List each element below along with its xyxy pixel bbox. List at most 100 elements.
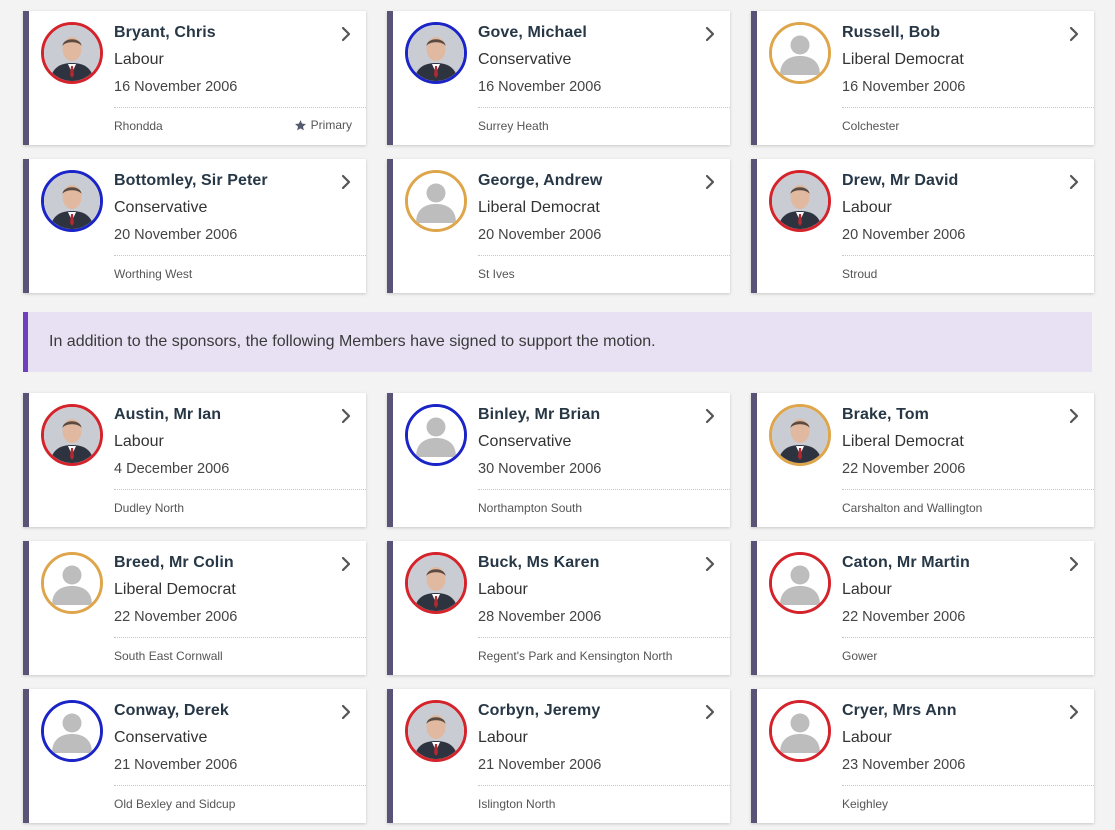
member-card[interactable]: Caton, Mr Martin Labour 22 November 2006 Go… bbox=[751, 541, 1094, 675]
chevron-right-icon bbox=[1069, 26, 1079, 42]
member-avatar bbox=[41, 22, 103, 84]
member-name: Russell, Bob bbox=[842, 24, 941, 41]
member-name: Breed, Mr Colin bbox=[114, 554, 234, 571]
member-card[interactable]: Gove, Michael Conservative 16 November 200… bbox=[387, 11, 730, 145]
member-constituency: Rhondda bbox=[114, 119, 163, 133]
member-party: Labour bbox=[114, 433, 164, 450]
card-divider bbox=[478, 785, 730, 786]
person-placeholder-icon bbox=[44, 555, 100, 611]
card-divider bbox=[114, 255, 366, 256]
member-party: Conservative bbox=[114, 729, 208, 746]
member-photo bbox=[44, 173, 100, 229]
signed-date: 22 November 2006 bbox=[842, 609, 966, 625]
member-name: Austin, Mr Ian bbox=[114, 406, 222, 423]
member-avatar bbox=[769, 552, 831, 614]
member-card[interactable]: Binley, Mr Brian Conservative 30 November … bbox=[387, 393, 730, 527]
member-card[interactable]: Drew, Mr David Labour 20 November 2006 Stro… bbox=[751, 159, 1094, 293]
banner-text: In addition to the sponsors, the followi… bbox=[49, 333, 656, 350]
member-party: Liberal Democrat bbox=[478, 199, 600, 216]
member-card[interactable]: Cryer, Mrs Ann Labour 23 November 2006 Keig… bbox=[751, 689, 1094, 823]
card-divider bbox=[478, 637, 730, 638]
chevron-right-icon bbox=[341, 556, 351, 572]
chevron-right-icon bbox=[341, 408, 351, 424]
primary-sponsor-badge: Primary bbox=[294, 118, 352, 132]
member-party: Labour bbox=[842, 581, 892, 598]
member-photo bbox=[408, 703, 464, 759]
member-constituency: Surrey Heath bbox=[478, 119, 549, 133]
member-photo bbox=[44, 25, 100, 81]
member-name: Bryant, Chris bbox=[114, 24, 216, 41]
member-avatar bbox=[405, 700, 467, 762]
member-avatar bbox=[769, 404, 831, 466]
member-name: Corbyn, Jeremy bbox=[478, 702, 601, 719]
member-card[interactable]: Austin, Mr Ian Labour 4 December 2006 Dudle… bbox=[23, 393, 366, 527]
member-avatar bbox=[41, 170, 103, 232]
chevron-right-icon bbox=[705, 704, 715, 720]
member-party: Conservative bbox=[478, 433, 572, 450]
signed-date: 23 November 2006 bbox=[842, 757, 966, 773]
member-avatar bbox=[41, 700, 103, 762]
member-avatar bbox=[769, 170, 831, 232]
member-constituency: Colchester bbox=[842, 119, 900, 133]
member-party: Labour bbox=[842, 199, 892, 216]
chevron-right-icon bbox=[341, 26, 351, 42]
member-name: Drew, Mr David bbox=[842, 172, 959, 189]
member-avatar bbox=[769, 700, 831, 762]
member-card[interactable]: Conway, Derek Conservative 21 November 200… bbox=[23, 689, 366, 823]
card-divider bbox=[114, 785, 366, 786]
member-party: Labour bbox=[114, 51, 164, 68]
chevron-right-icon bbox=[1069, 704, 1079, 720]
member-avatar bbox=[405, 170, 467, 232]
signed-date: 22 November 2006 bbox=[842, 461, 966, 477]
card-divider bbox=[114, 107, 366, 108]
member-card[interactable]: Breed, Mr Colin Liberal Democrat 22 Novemb… bbox=[23, 541, 366, 675]
signed-date: 20 November 2006 bbox=[842, 227, 966, 243]
member-constituency: South East Cornwall bbox=[114, 649, 223, 663]
member-name: Gove, Michael bbox=[478, 24, 587, 41]
member-card[interactable]: Brake, Tom Liberal Democrat 22 November 20… bbox=[751, 393, 1094, 527]
member-avatar bbox=[405, 22, 467, 84]
member-name: Caton, Mr Martin bbox=[842, 554, 970, 571]
member-constituency: Gower bbox=[842, 649, 878, 663]
signed-date: 16 November 2006 bbox=[114, 79, 238, 95]
member-name: Binley, Mr Brian bbox=[478, 406, 601, 423]
chevron-right-icon bbox=[705, 408, 715, 424]
signed-date: 30 November 2006 bbox=[478, 461, 602, 477]
member-party: Conservative bbox=[478, 51, 572, 68]
person-placeholder-icon bbox=[772, 703, 828, 759]
member-card[interactable]: Corbyn, Jeremy Labour 21 November 2006 Isli… bbox=[387, 689, 730, 823]
person-placeholder-icon bbox=[408, 407, 464, 463]
card-divider bbox=[842, 255, 1094, 256]
member-avatar bbox=[41, 552, 103, 614]
member-card[interactable]: Russell, Bob Liberal Democrat 16 November … bbox=[751, 11, 1094, 145]
person-placeholder-icon bbox=[44, 703, 100, 759]
person-placeholder-icon bbox=[772, 555, 828, 611]
member-card[interactable]: George, Andrew Liberal Democrat 20 Novembe… bbox=[387, 159, 730, 293]
member-constituency: St Ives bbox=[478, 267, 515, 281]
member-name: Cryer, Mrs Ann bbox=[842, 702, 957, 719]
signed-date: 22 November 2006 bbox=[114, 609, 238, 625]
member-photo bbox=[44, 407, 100, 463]
primary-label: Primary bbox=[310, 118, 352, 132]
member-card[interactable]: Bryant, Chris Labour 16 November 2006 Rhond… bbox=[23, 11, 366, 145]
member-constituency: Northampton South bbox=[478, 501, 583, 515]
chevron-right-icon bbox=[1069, 556, 1079, 572]
member-constituency: Stroud bbox=[842, 267, 878, 281]
member-constituency: Carshalton and Wallington bbox=[842, 501, 983, 515]
member-card[interactable]: Buck, Ms Karen Labour 28 November 2006 Rege… bbox=[387, 541, 730, 675]
card-divider bbox=[842, 785, 1094, 786]
member-constituency: Worthing West bbox=[114, 267, 193, 281]
member-party: Labour bbox=[842, 729, 892, 746]
member-party: Liberal Democrat bbox=[114, 581, 236, 598]
chevron-right-icon bbox=[341, 704, 351, 720]
member-photo bbox=[408, 25, 464, 81]
card-divider bbox=[842, 107, 1094, 108]
member-constituency: Old Bexley and Sidcup bbox=[114, 797, 236, 811]
member-party: Liberal Democrat bbox=[842, 433, 964, 450]
member-constituency: Dudley North bbox=[114, 501, 185, 515]
member-card[interactable]: Bottomley, Sir Peter Conservative 20 Novem… bbox=[23, 159, 366, 293]
signers-grid: Austin, Mr Ian Labour 4 December 2006 Dudle… bbox=[23, 393, 1094, 823]
card-divider bbox=[842, 489, 1094, 490]
chevron-right-icon bbox=[1069, 408, 1079, 424]
person-placeholder-icon bbox=[408, 173, 464, 229]
